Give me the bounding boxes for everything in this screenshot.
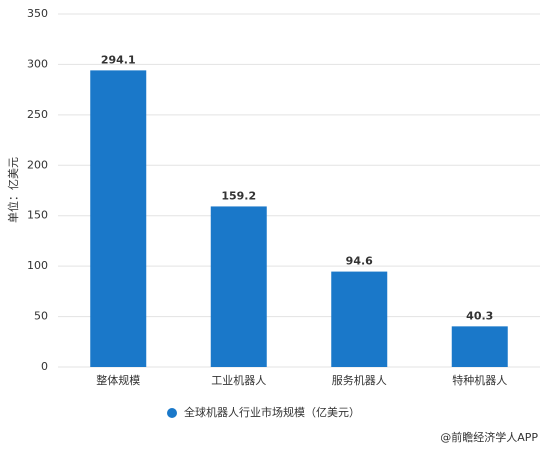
legend-marker	[167, 408, 177, 418]
bar	[451, 326, 508, 367]
x-tick-label: 服务机器人	[332, 373, 387, 387]
data-label: 159.2	[221, 189, 256, 202]
x-tick-label: 工业机器人	[211, 373, 266, 387]
y-tick-label: 150	[27, 209, 48, 222]
bar	[90, 70, 147, 367]
y-tick-label: 300	[27, 57, 48, 70]
data-label: 294.1	[101, 53, 136, 66]
bar	[210, 206, 267, 367]
data-label: 94.6	[346, 255, 373, 268]
y-tick-label: 50	[34, 310, 48, 323]
y-tick-label: 200	[27, 158, 48, 171]
y-tick-label: 0	[41, 360, 48, 373]
x-tick-label: 整体规模	[96, 373, 140, 387]
x-tick-label: 特种机器人	[452, 373, 507, 387]
bar	[331, 271, 388, 367]
y-tick-label: 350	[27, 7, 48, 20]
y-axis-label: 单位：亿美元	[6, 157, 20, 223]
y-tick-label: 100	[27, 259, 48, 272]
legend-label: 全球机器人行业市场规模（亿美元）	[184, 405, 360, 419]
y-tick-label: 250	[27, 108, 48, 121]
source: @前瞻经济学人APP	[440, 430, 538, 444]
data-label: 40.3	[466, 309, 493, 322]
